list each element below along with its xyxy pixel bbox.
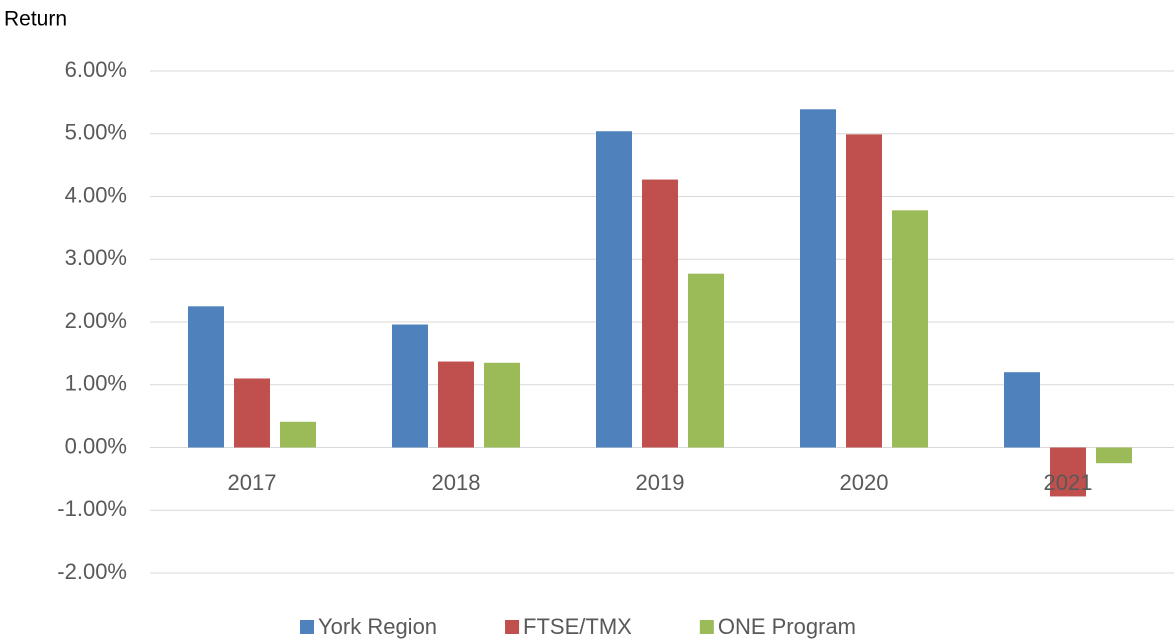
- x-tick-label: 2018: [432, 470, 481, 495]
- bar: [1004, 372, 1040, 448]
- y-tick-label: 3.00%: [65, 245, 127, 270]
- bar: [1096, 447, 1132, 464]
- y-tick-label: 5.00%: [65, 120, 127, 145]
- legend-swatch: [699, 620, 714, 634]
- y-tick-label: 1.00%: [65, 371, 127, 396]
- bar: [438, 361, 474, 448]
- bar: [1050, 447, 1086, 497]
- y-axis-label: Return: [4, 8, 67, 31]
- legend-swatch: [505, 620, 520, 634]
- x-tick-label: 2019: [636, 470, 685, 495]
- bar: [392, 324, 428, 448]
- y-tick-label: -2.00%: [57, 559, 127, 584]
- bar: [234, 378, 270, 448]
- legend-label: ONE Program: [718, 614, 856, 639]
- y-tick-label: 6.00%: [65, 57, 127, 82]
- legend-label: FTSE/TMX: [523, 614, 632, 639]
- bar: [280, 421, 316, 448]
- legend-label: York Region: [318, 614, 437, 639]
- x-tick-label: 2021: [1044, 470, 1093, 495]
- bar: [484, 362, 520, 448]
- y-tick-label: 2.00%: [65, 308, 127, 333]
- legend-swatch: [300, 620, 314, 634]
- bar: [642, 179, 678, 448]
- y-tick-label: -1.00%: [57, 496, 127, 521]
- bar: [188, 306, 224, 448]
- bar: [846, 134, 882, 448]
- bar: [800, 109, 836, 448]
- x-tick-label: 2017: [228, 470, 277, 495]
- y-tick-label: 0.00%: [65, 433, 127, 458]
- bar: [688, 273, 724, 448]
- bar: [596, 131, 632, 448]
- y-tick-label: 4.00%: [65, 182, 127, 207]
- bar: [892, 210, 928, 448]
- x-tick-label: 2020: [840, 470, 889, 495]
